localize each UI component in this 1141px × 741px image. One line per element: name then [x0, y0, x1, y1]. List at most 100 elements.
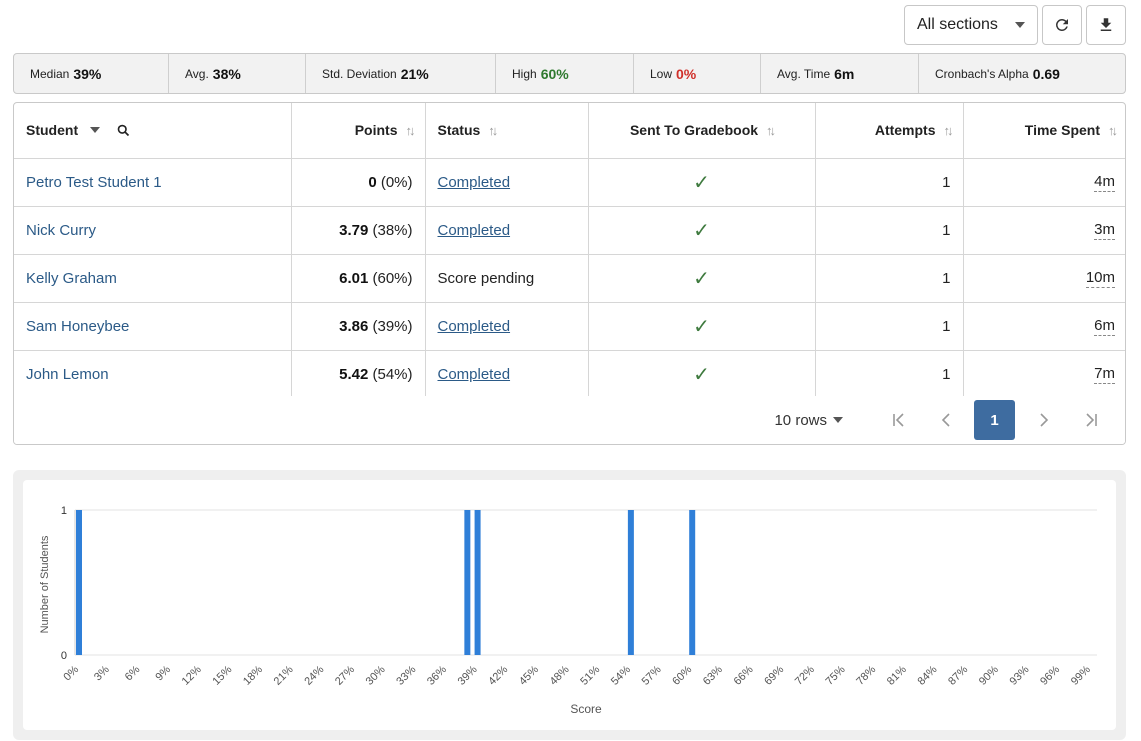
status-cell: Completed	[425, 206, 589, 255]
x-tick-label: 96%	[1038, 663, 1062, 687]
rows-per-page-select[interactable]: 10 rows	[774, 412, 843, 429]
status-cell: Completed	[425, 158, 589, 207]
x-tick-label: 93%	[1008, 663, 1032, 687]
first-page-button[interactable]	[878, 400, 919, 440]
check-icon: ✓	[693, 171, 710, 194]
stat-low: Low 0%	[634, 54, 761, 93]
points-value: 0	[368, 173, 377, 191]
points-value: 6.01	[339, 269, 369, 287]
page-button-current[interactable]: 1	[974, 400, 1015, 440]
chevron-right-icon	[1039, 413, 1048, 427]
points-percent: (54%)	[372, 365, 413, 383]
stat-average: Avg. 38%	[169, 54, 306, 93]
stat-value: 0%	[676, 65, 697, 82]
score-distribution-panel: 0 1 0% 3% 6% 9% 12% 15% 18% 21% 24% 27% 30% 33% 36% 39%…	[13, 470, 1126, 740]
column-header-points[interactable]: Points ↑↓	[291, 103, 426, 159]
status-link[interactable]: Completed	[437, 317, 511, 335]
sort-icon[interactable]: ↑↓	[488, 122, 498, 138]
x-tick-label: 39%	[456, 663, 480, 687]
column-label: Points	[354, 122, 398, 139]
histogram-bar	[76, 510, 82, 655]
refresh-button[interactable]	[1042, 5, 1082, 45]
time-spent-value[interactable]: 10m	[1085, 268, 1115, 288]
stat-label: High	[512, 66, 537, 81]
points-cell: 5.42 (54%)	[291, 350, 426, 399]
time-cell: 6m	[963, 302, 1125, 351]
sort-icon[interactable]: ↑↓	[405, 122, 416, 138]
column-header-student[interactable]: Student	[14, 103, 292, 159]
stat-value: 39%	[73, 65, 102, 82]
stat-median: Median 39%	[14, 54, 169, 93]
x-tick-label: 72%	[793, 663, 817, 687]
y-tick-label: 1	[61, 505, 67, 517]
student-cell: Sam Honeybee	[14, 302, 292, 351]
x-tick-label: 78%	[854, 663, 878, 687]
table-row: Petro Test Student 1 0 (0%) Completed ✓ …	[14, 158, 1125, 207]
attempts-value: 1	[942, 365, 951, 383]
x-tick-label: 24%	[302, 663, 326, 687]
student-link[interactable]: Petro Test Student 1	[26, 173, 162, 191]
student-link[interactable]: Kelly Graham	[26, 269, 117, 287]
x-tick-label: 30%	[364, 663, 388, 687]
column-header-gradebook[interactable]: Sent To Gradebook ↑↓	[588, 103, 816, 159]
chevron-down-icon	[833, 417, 843, 423]
y-axis-label: Number of Students	[39, 535, 51, 633]
student-link[interactable]: Sam Honeybee	[26, 317, 130, 335]
search-icon[interactable]	[116, 123, 131, 138]
student-cell: Kelly Graham	[14, 254, 292, 303]
attempts-value: 1	[942, 221, 951, 239]
time-cell: 10m	[963, 254, 1125, 303]
column-header-status[interactable]: Status ↑↓	[425, 103, 589, 159]
student-cell: Petro Test Student 1	[14, 158, 292, 207]
stat-label: Std. Deviation	[322, 66, 397, 81]
status-cell: Completed	[425, 302, 589, 351]
last-page-button[interactable]	[1070, 400, 1111, 440]
stat-value: 21%	[400, 65, 429, 82]
x-tick-label: 21%	[272, 663, 296, 687]
sort-icon[interactable]: ↑↓	[1108, 122, 1118, 138]
check-icon: ✓	[693, 267, 710, 290]
stat-label: Cronbach's Alpha	[935, 66, 1029, 81]
histogram-bar	[689, 510, 696, 655]
rows-per-page-label: 10 rows	[774, 411, 827, 429]
status-link[interactable]: Completed	[437, 365, 511, 383]
time-spent-value[interactable]: 3m	[1094, 220, 1115, 240]
histogram-bar	[627, 510, 634, 655]
score-histogram: 0 1 0% 3% 6% 9% 12% 15% 18% 21% 24% 27% 30% 33% 36% 39%…	[39, 505, 1097, 716]
sort-icon[interactable]: ↑↓	[943, 122, 954, 138]
previous-page-button[interactable]	[926, 400, 967, 440]
time-spent-value[interactable]: 7m	[1094, 364, 1115, 384]
next-page-button[interactable]	[1022, 400, 1063, 440]
status-link[interactable]: Completed	[437, 173, 511, 191]
column-header-attempts[interactable]: Attempts ↑↓	[815, 103, 964, 159]
x-tick-label: 66%	[732, 663, 756, 687]
check-icon: ✓	[693, 363, 710, 386]
points-cell: 3.79 (38%)	[291, 206, 426, 255]
status-cell: Completed	[425, 350, 589, 399]
x-tick-label: 81%	[885, 663, 909, 687]
status-link[interactable]: Completed	[437, 221, 511, 239]
sort-icon[interactable]: ↑↓	[766, 122, 776, 138]
chevron-down-icon[interactable]	[90, 127, 101, 134]
check-icon: ✓	[693, 219, 710, 242]
x-tick-label: 90%	[977, 663, 1001, 687]
results-table: Student Points ↑↓	[13, 102, 1126, 445]
download-icon	[1100, 18, 1112, 31]
student-link[interactable]: John Lemon	[26, 365, 109, 383]
gradebook-cell: ✓	[588, 302, 816, 351]
student-cell: John Lemon	[14, 350, 292, 399]
student-link[interactable]: Nick Curry	[26, 221, 96, 239]
time-spent-value[interactable]: 4m	[1094, 172, 1115, 192]
last-page-icon	[1085, 413, 1097, 427]
x-tick-label: 15%	[210, 663, 234, 687]
download-button[interactable]	[1086, 5, 1126, 45]
attempts-value: 1	[942, 173, 951, 191]
time-spent-value[interactable]: 6m	[1094, 316, 1115, 336]
x-tick-label: 45%	[517, 663, 541, 687]
section-select[interactable]: All sections	[904, 5, 1038, 45]
section-select-label: All sections	[917, 16, 998, 33]
attempts-cell: 1	[815, 206, 964, 255]
points-cell: 0 (0%)	[291, 158, 426, 207]
histogram-bar	[474, 510, 481, 655]
column-header-time-spent[interactable]: Time Spent ↑↓	[963, 103, 1125, 159]
